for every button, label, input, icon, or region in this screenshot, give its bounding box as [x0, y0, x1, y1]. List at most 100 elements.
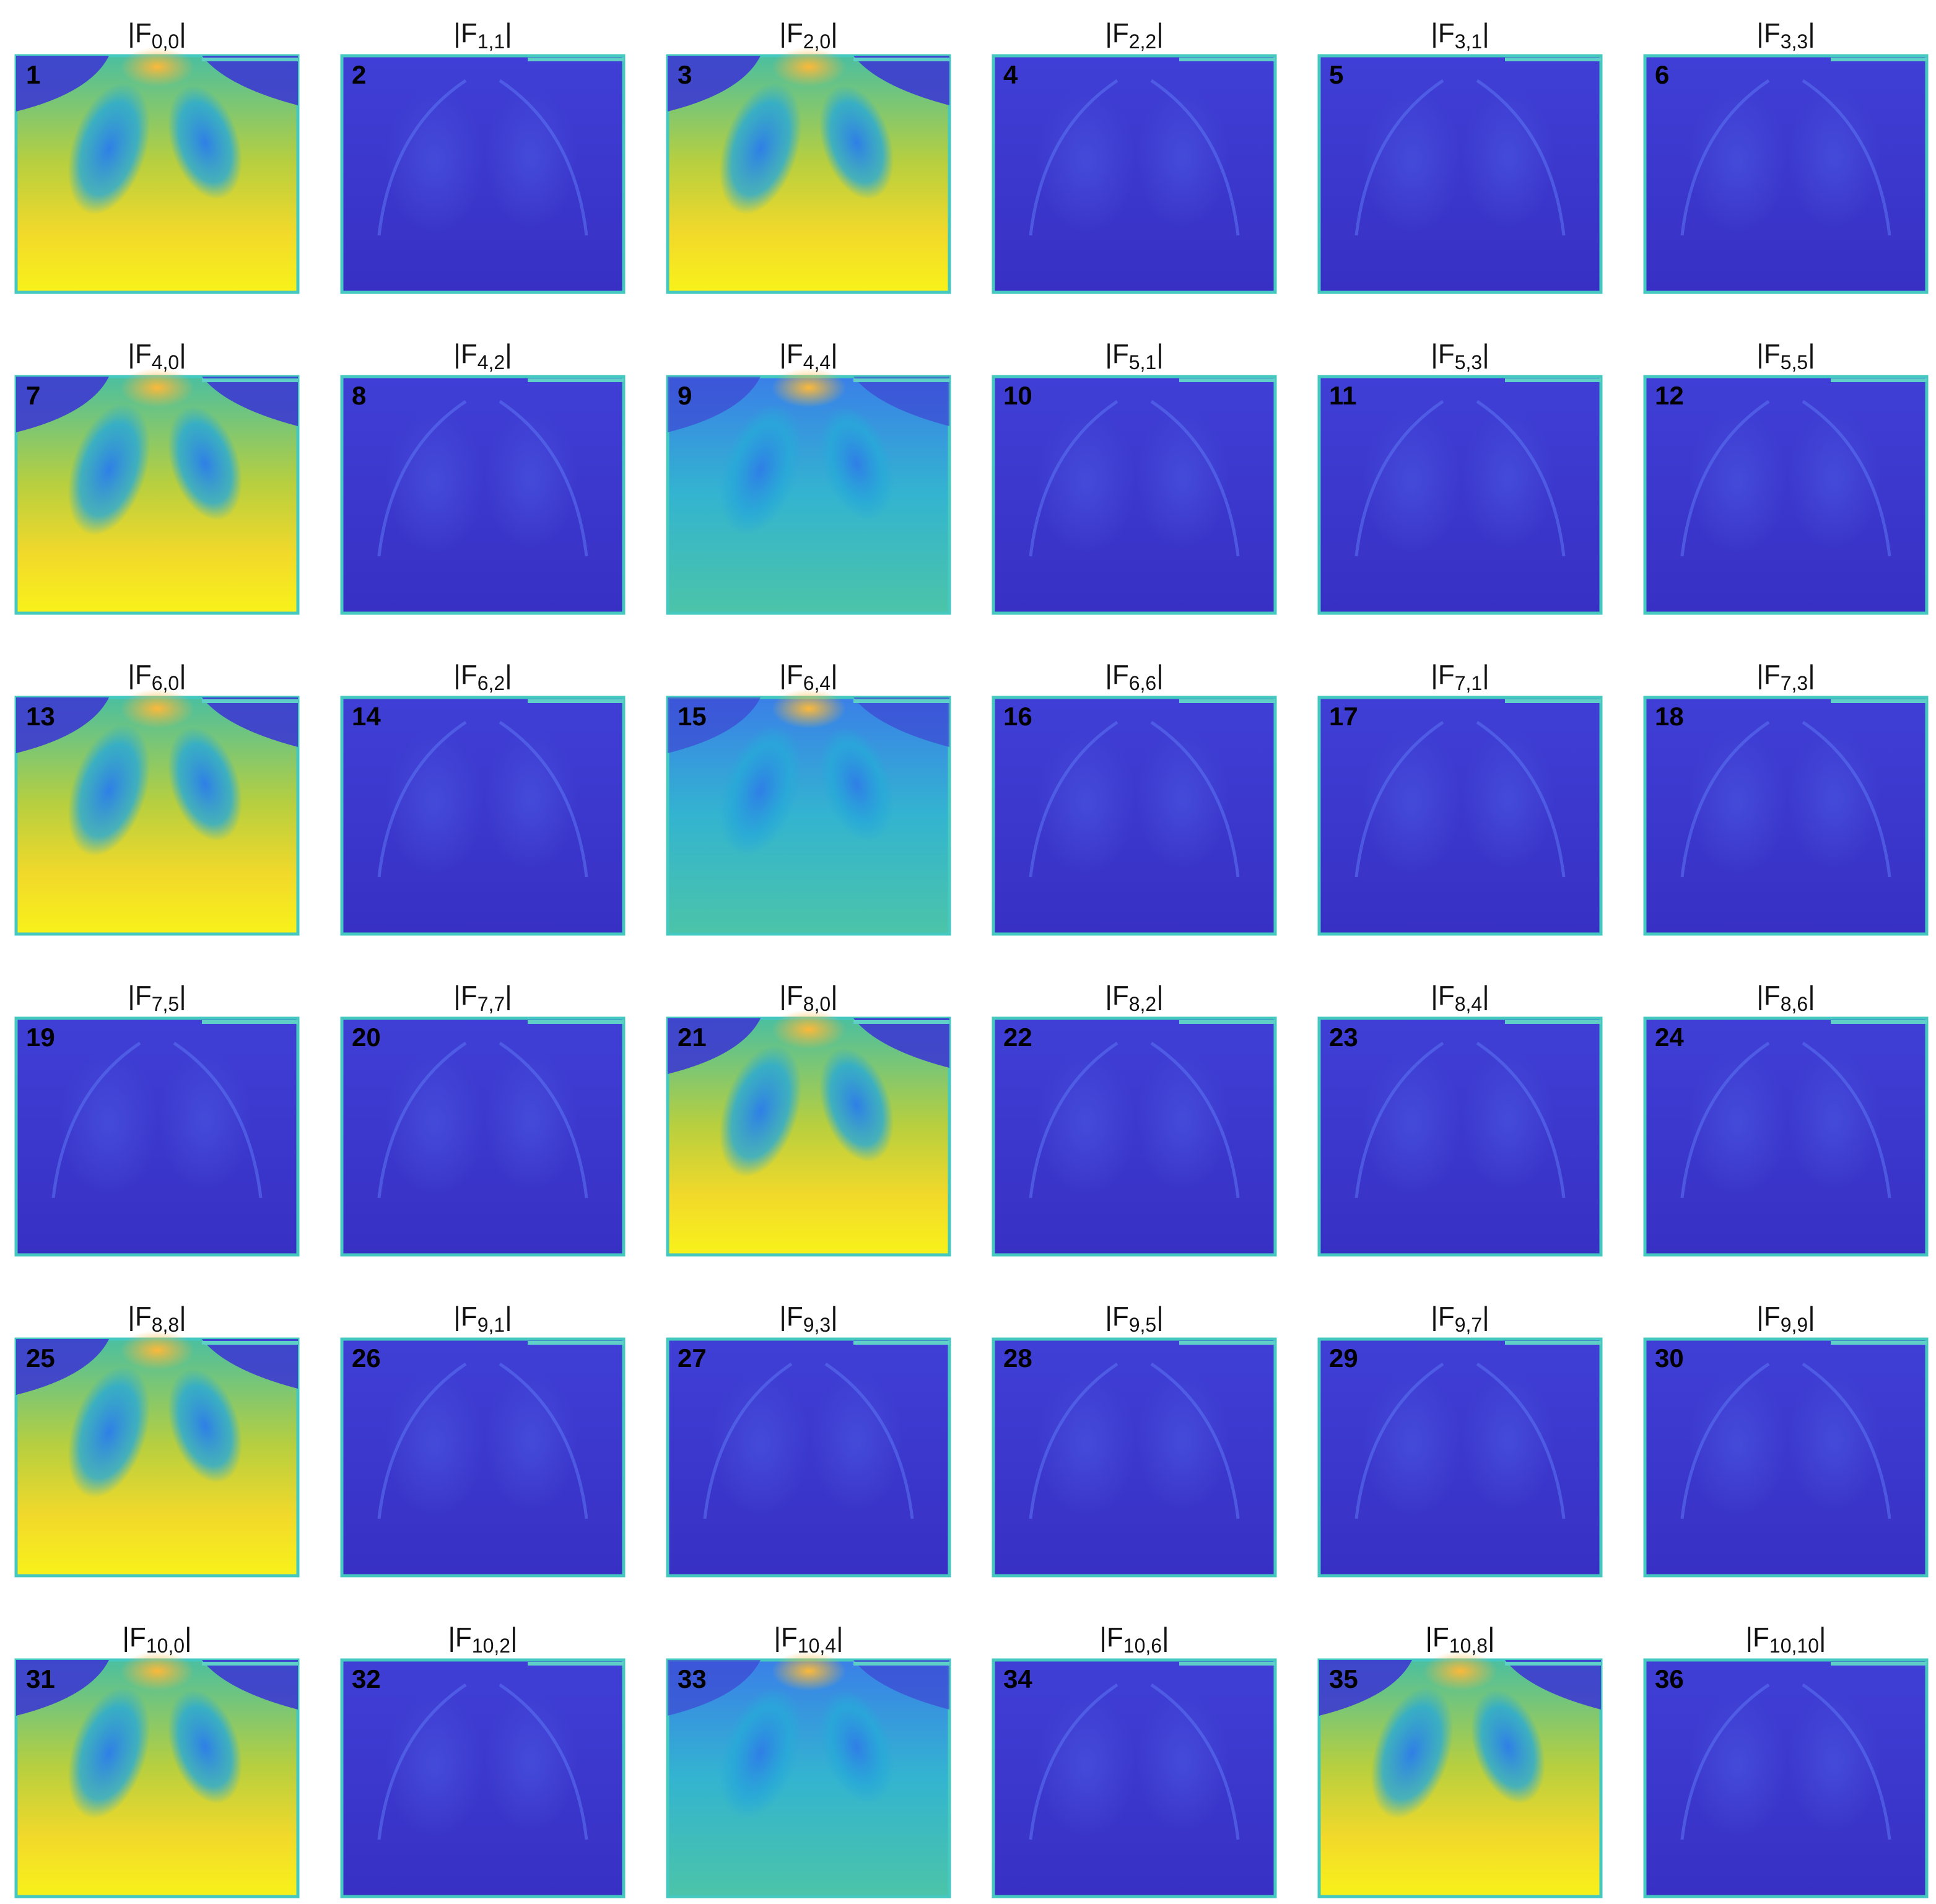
upper-corner — [668, 697, 761, 753]
subscript: 10,2 — [472, 1635, 510, 1657]
delimiter: | — [779, 980, 786, 1011]
delimiter: | — [179, 339, 186, 369]
panel-title: |F5,3| — [1431, 339, 1489, 373]
delimiter: | — [831, 660, 837, 690]
lung — [1688, 1049, 1787, 1198]
lung — [1462, 1049, 1554, 1192]
panel-number: 1 — [26, 60, 40, 89]
upper-corner — [16, 1660, 109, 1716]
lung — [1136, 728, 1229, 871]
panel-number: 25 — [26, 1343, 55, 1373]
panel-title: |F8,6| — [1756, 980, 1815, 1015]
panel-title: |F8,0| — [779, 980, 837, 1015]
lung — [1037, 1691, 1136, 1840]
panel-title: |F5,1| — [1105, 339, 1163, 373]
rib-outline — [1029, 1041, 1240, 1199]
delimiter: | — [1105, 18, 1112, 48]
lung — [484, 1691, 577, 1833]
panel-number: 9 — [678, 381, 692, 410]
rib-outline — [377, 1041, 588, 1199]
symbol: F — [787, 18, 803, 48]
lung — [1371, 1687, 1454, 1819]
delimiter: | — [1808, 980, 1815, 1011]
panel: |F2,0|3 — [666, 18, 951, 294]
subscript: 8,8 — [152, 1314, 179, 1336]
subscript: 5,5 — [1781, 351, 1808, 373]
panel: |F8,2|22 — [992, 980, 1277, 1257]
lung — [1688, 408, 1787, 556]
panel: |F10,8|35 — [1317, 1622, 1603, 1898]
delimiter: | — [179, 1301, 186, 1332]
panel-number: 35 — [1329, 1664, 1358, 1693]
subscript: 10,4 — [798, 1635, 836, 1657]
panel-title: |F6,6| — [1105, 660, 1163, 694]
panel-title: |F8,2| — [1105, 980, 1163, 1015]
panel: |F8,0|21 — [666, 980, 951, 1257]
rib-outline — [377, 79, 588, 236]
lung — [1462, 408, 1554, 550]
neck — [120, 1651, 194, 1691]
rib-outline — [1354, 79, 1566, 236]
rib-outline — [1680, 400, 1891, 557]
panel-title: |F4,0| — [128, 339, 186, 373]
symbol: F — [787, 980, 803, 1011]
lung — [819, 1048, 894, 1162]
lung — [68, 403, 150, 536]
panel: |F4,0|7 — [14, 339, 300, 615]
rib-outline — [1354, 400, 1566, 557]
panel: |F1,1|2 — [340, 18, 626, 294]
delimiter: | — [128, 980, 134, 1011]
subscript: 4,4 — [803, 351, 831, 373]
lung — [1136, 1691, 1229, 1833]
panel: |F10,4|33 — [666, 1622, 951, 1898]
delimiter: | — [179, 980, 186, 1011]
subscript: 3,1 — [1455, 30, 1482, 53]
delimiter: | — [505, 980, 512, 1011]
panel-title: |F4,4| — [779, 339, 837, 373]
upper-corner — [853, 377, 949, 426]
panel: |F7,3|18 — [1643, 660, 1929, 936]
panel-number: 10 — [1003, 381, 1032, 410]
panel-title: |F3,3| — [1756, 18, 1815, 53]
panel-number: 17 — [1329, 702, 1358, 731]
panel-title: |F3,1| — [1431, 18, 1489, 53]
lung — [1037, 87, 1136, 235]
delimiter: | — [1431, 980, 1437, 1011]
rib-outline — [1680, 79, 1891, 236]
lung — [68, 724, 150, 857]
lung — [819, 727, 894, 841]
symbol: F — [1438, 339, 1455, 369]
lung — [385, 408, 484, 556]
lung — [484, 728, 577, 871]
upper-corner — [853, 697, 949, 747]
symbol: F — [135, 339, 152, 369]
symbol: F — [461, 660, 477, 690]
panel: |F7,7|20 — [340, 980, 626, 1257]
panel: |F6,4|15 — [666, 660, 951, 936]
lung — [68, 82, 150, 215]
rib-outline — [1680, 1683, 1891, 1840]
rib-outline — [1029, 1683, 1240, 1840]
subscript: 9,5 — [1129, 1314, 1156, 1336]
panel-number: 26 — [352, 1343, 381, 1373]
panel: |F7,1|17 — [1317, 660, 1603, 936]
symbol: F — [461, 980, 477, 1011]
panel-number: 4 — [1003, 60, 1018, 89]
neck — [772, 368, 846, 408]
upper-corner — [853, 1660, 949, 1710]
delimiter: | — [1488, 1622, 1494, 1653]
symbol: F — [455, 1622, 472, 1653]
subscript: 8,0 — [803, 993, 831, 1015]
subscript: 0,0 — [152, 30, 179, 53]
lung — [1136, 1370, 1229, 1513]
panel-number: 15 — [678, 702, 707, 731]
lung — [819, 85, 894, 199]
subscript: 6,6 — [1129, 672, 1156, 694]
rib-outline — [1354, 1041, 1566, 1199]
symbol: F — [1432, 1622, 1449, 1653]
panel: |F5,1| 10 — [992, 339, 1277, 615]
lung — [1136, 87, 1229, 229]
lung — [385, 1691, 484, 1840]
panel-title: |F2,2| — [1105, 18, 1163, 53]
